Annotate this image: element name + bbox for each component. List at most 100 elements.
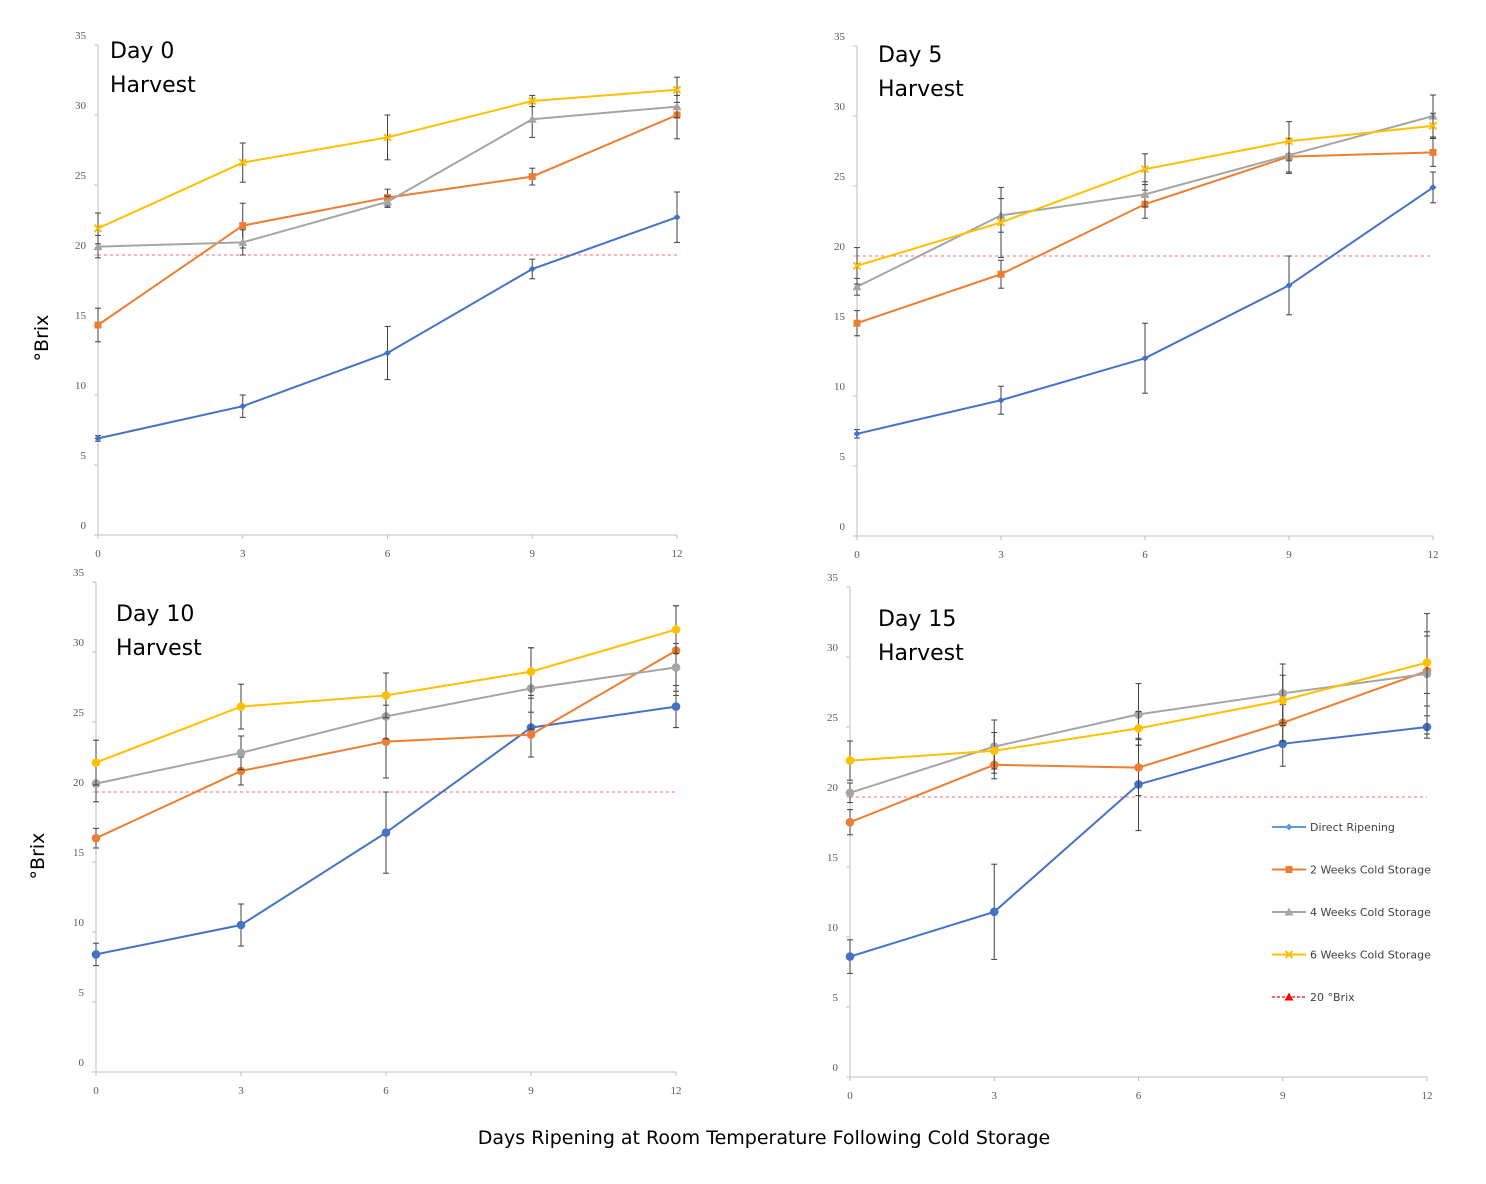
x-tick-label: 6 [385, 548, 391, 560]
panel-title-line: Day 0 [110, 39, 174, 64]
data-point [1134, 763, 1143, 772]
data-point [989, 746, 999, 756]
series-6-weeks-cold-storage [845, 631, 1432, 781]
legend-swatch-marker [1284, 992, 1294, 1001]
y-tick-label: 15 [75, 310, 87, 322]
y-axis-label: °Brix [31, 315, 53, 362]
series-direct-ripening [91, 685, 681, 967]
data-point [997, 270, 1005, 278]
legend-label: 2 Weeks Cold Storage [1310, 864, 1431, 877]
legend-item: 2 Weeks Cold Storage [1272, 864, 1431, 877]
data-point [526, 667, 536, 676]
data-point [853, 319, 861, 327]
data-point [1429, 148, 1437, 156]
panel-title: Day 10 Harvest [116, 602, 202, 661]
panel-2: 0 5 10 15 20 25 30 35 0 3 6 9 12 Day 5 Harvest [834, 31, 1439, 561]
x-tick-label: 3 [992, 1090, 998, 1102]
data-point [239, 402, 247, 410]
y-tick-label: 25 [827, 712, 839, 724]
data-point [845, 952, 855, 961]
y-tick-label: 10 [827, 922, 839, 934]
data-point [1278, 739, 1288, 749]
panel-title-line: Day 5 [878, 43, 942, 68]
data-point [853, 430, 861, 438]
y-tick-label: 25 [75, 170, 87, 182]
panel-title-line: Harvest [878, 77, 964, 102]
data-point [671, 663, 681, 672]
data-point [528, 96, 537, 106]
data-point [91, 833, 101, 843]
x-tick-label: 3 [998, 549, 1004, 561]
x-tick-label: 12 [672, 548, 683, 560]
y-axis-label: °Brix [27, 833, 49, 880]
x-tick-label: 9 [528, 1085, 534, 1097]
series-6-weeks-cold-storage [852, 112, 1438, 285]
data-point [93, 224, 103, 233]
y-tick-label: 20 [834, 241, 846, 253]
data-point [1428, 121, 1438, 131]
y-tick-label: 35 [75, 30, 87, 42]
data-point [1285, 281, 1293, 289]
y-tick-label: 25 [73, 707, 85, 719]
y-tick-label: 30 [73, 637, 85, 649]
panel-title-line: Harvest [110, 73, 196, 98]
y-tick-label: 0 [833, 1062, 839, 1074]
y-tick-label: 25 [834, 171, 846, 183]
y-tick-label: 5 [81, 450, 87, 462]
data-point [384, 349, 391, 357]
figure-x-axis-label: Days Ripening at Room Temperature Follow… [478, 1127, 1050, 1149]
panel-title-line: Harvest [878, 641, 964, 666]
panel-1: 0 5 10 15 20 25 30 35 0 3 6 9 12 Day 0 Harvest °Brix [31, 30, 683, 560]
data-point [236, 748, 246, 758]
x-tick-label: 9 [1286, 549, 1292, 561]
series-6-weeks-cold-storage [93, 76, 682, 245]
data-point [94, 321, 102, 329]
legend-label: Direct Ripening [1310, 821, 1395, 834]
legend-swatch-marker [1284, 907, 1294, 916]
y-tick-label: 0 [840, 521, 846, 533]
legend-label: 4 Weeks Cold Storage [1310, 906, 1431, 919]
y-tick-label: 35 [834, 31, 846, 43]
data-point [239, 222, 247, 230]
data-point [93, 242, 103, 251]
y-tick-label: 10 [75, 380, 87, 392]
panel-title: Day 5 Harvest [878, 43, 964, 102]
y-tick-label: 0 [79, 1057, 85, 1069]
data-point [1429, 183, 1437, 191]
data-point [997, 396, 1005, 404]
data-point [381, 737, 391, 746]
x-tick-label: 6 [1142, 549, 1148, 561]
data-point [236, 920, 246, 930]
data-point [236, 702, 246, 711]
legend-item: 6 Weeks Cold Storage [1272, 949, 1431, 962]
data-point [526, 730, 536, 739]
y-tick-label: 20 [827, 782, 839, 794]
panel-title: Day 15 Harvest [878, 607, 964, 666]
data-point [1422, 658, 1432, 667]
data-point [996, 218, 1006, 227]
x-tick-label: 6 [383, 1085, 389, 1097]
y-tick-label: 30 [834, 101, 846, 113]
data-point [673, 213, 681, 221]
data-point [1134, 724, 1143, 733]
data-point [1141, 354, 1149, 362]
legend-item: 20 °Brix [1272, 991, 1355, 1004]
data-point [1278, 696, 1288, 705]
y-tick-label: 10 [73, 917, 85, 929]
data-point [94, 434, 102, 442]
x-tick-label: 12 [1428, 549, 1439, 561]
data-point [1140, 164, 1150, 174]
data-point [852, 261, 862, 271]
x-tick-label: 0 [854, 549, 860, 561]
panel-title: Day 0 Harvest [110, 39, 196, 98]
series-6-weeks-cold-storage [91, 605, 681, 786]
y-tick-label: 35 [827, 572, 839, 584]
series-direct-ripening [853, 171, 1437, 439]
data-point [91, 758, 101, 767]
data-point [989, 907, 999, 917]
data-point [236, 766, 246, 776]
data-point [672, 102, 682, 111]
y-tick-label: 15 [827, 852, 839, 864]
